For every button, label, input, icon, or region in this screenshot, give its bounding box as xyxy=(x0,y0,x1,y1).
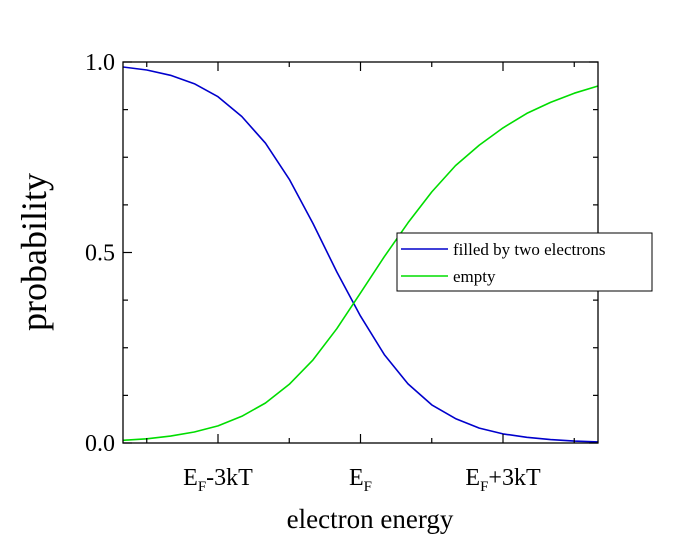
y-tick-label: 0.0 xyxy=(85,431,115,457)
x-tick-label-subscript: F xyxy=(364,479,372,495)
x-tick-label-suffix: +3kT xyxy=(488,465,541,491)
y-tick-label: 0.5 xyxy=(85,241,115,267)
x-tick-label-subscript: F xyxy=(198,479,206,495)
legend-label-filled: filled by two electrons xyxy=(453,240,606,259)
axis-ticks xyxy=(123,61,598,444)
x-tick-label-main: E xyxy=(349,465,364,491)
y-tick-label: 1.0 xyxy=(85,50,115,76)
x-tick-label-suffix: -3kT xyxy=(206,465,253,491)
tick-labels: 0.00.51.0EF-3kT EF EF+3kT xyxy=(85,50,541,495)
x-tick-label-subscript: F xyxy=(480,479,488,495)
series-line-0 xyxy=(122,66,599,443)
x-tick-label-main: E xyxy=(183,465,198,491)
x-tick-label: EF xyxy=(349,465,372,495)
series-line-1 xyxy=(122,85,599,442)
x-tick-label-main: E xyxy=(465,465,480,491)
plot-lines xyxy=(122,66,599,443)
legend: filled by two electrons empty xyxy=(396,232,653,292)
x-tick-label: EF-3kT xyxy=(183,465,253,495)
legend-label-empty: empty xyxy=(453,267,496,286)
y-axis-title: probability xyxy=(14,173,54,331)
legend-box xyxy=(396,232,653,292)
x-tick-label: EF+3kT xyxy=(465,465,541,495)
x-axis-title: electron energy xyxy=(287,504,454,534)
